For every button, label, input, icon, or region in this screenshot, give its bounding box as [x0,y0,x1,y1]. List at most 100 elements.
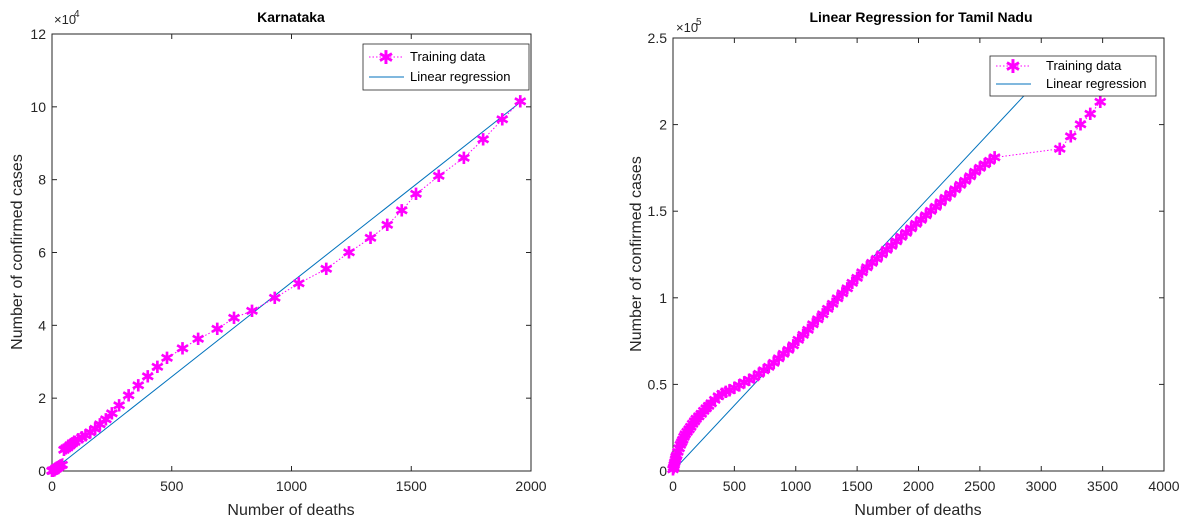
training-data-point: ✱ [689,410,703,430]
x-tick-label: 2000 [515,478,546,494]
x-tick-label: 3000 [1026,478,1057,494]
training-data-point: ✱ [747,369,761,389]
training-data-point: ✱ [682,420,696,440]
training-data-point: ✱ [57,441,71,461]
y-exponent: ×10 5 [676,17,702,35]
training-data-point: ✱ [495,111,509,131]
x-axis-label: Number of deaths [227,502,354,519]
regression-line [673,86,1034,471]
x-tick-label: 0 [48,478,56,494]
training-data-point: ✱ [99,410,113,430]
training-data-point: ✱ [363,229,377,249]
training-data-point: ✱ [55,456,69,476]
training-data-point: ✱ [47,461,61,481]
training-data-point: ✱ [47,462,61,482]
training-data-point: ✱ [409,185,423,205]
training-data-point: ✱ [1053,140,1067,160]
training-data-point: ✱ [46,462,60,482]
training-data-point: ✱ [835,285,849,305]
training-data-point: ✱ [806,316,820,336]
training-data-point: ✱ [432,167,446,187]
training-data-point: ✱ [776,345,790,365]
training-data-point: ✱ [983,152,997,172]
y-tick-label: 6 [38,245,46,261]
training-data-point: ✱ [75,429,89,449]
y-tick-label: 2 [659,117,667,133]
x-tick-label: 3500 [1087,478,1118,494]
training-data-point: ✱ [719,383,733,403]
x-tick-label: 500 [160,478,184,494]
training-data-point: ✱ [845,274,859,294]
training-data-point: ✱ [677,428,691,448]
training-data-point: ✱ [678,426,692,446]
training-data-point: ✱ [457,149,471,169]
training-data-point: ✱ [673,436,687,456]
training-data-point: ✱ [924,202,938,222]
y-tick-labels: 0 0.5 1 1.5 2 2.5 [648,30,1164,479]
training-data-point: ✱ [71,431,85,451]
y-axis-label: Number of confirmed cases [9,154,26,350]
y-axis-label: Number of confirmed cases [628,156,645,352]
training-data-point: ✱ [141,367,155,387]
y-tick-label: 4 [38,317,46,333]
legend-box [362,43,530,91]
x-tick-label: 1500 [842,478,873,494]
training-data-point: ✱ [150,358,164,378]
training-data-point: ✱ [870,250,884,270]
training-data-point: ✱ [914,211,928,231]
training-data-point: ✱ [860,259,874,279]
legend-box [989,55,1157,97]
training-data-point: ✱ [50,460,64,480]
training-data-point: ✱ [904,220,918,240]
training-data-point: ✱ [668,451,682,471]
training-data-point: ✱ [131,376,145,396]
training-data-point: ✱ [757,362,771,382]
training-data-point: ✱ [93,415,107,435]
y-exponent-base: ×10 [676,20,698,35]
training-data-point: ✱ [227,309,241,329]
chart-title: Karnataka [257,9,325,25]
legend: ✱ Training data Linear regression [362,43,530,91]
training-data-point: ✱ [395,202,409,222]
training-data-point: ✱ [476,131,490,151]
training-data-point: ✱ [1093,93,1107,113]
x-tick-label: 2000 [903,478,934,494]
training-data-point: ✱ [879,241,893,261]
x-axis-label: Number of deaths [854,502,981,519]
y-tick-labels: 0 2 4 6 8 10 12 [30,26,531,479]
training-data-point: ✱ [121,386,135,406]
training-data-point: ✱ [52,457,66,477]
training-data-point: ✱ [687,413,701,433]
training-data-point: ✱ [909,215,923,235]
training-data-point: ✱ [711,388,725,408]
training-data-point: ✱ [45,462,59,482]
training-data-point: ✱ [674,433,688,453]
training-data-point: ✱ [48,461,62,481]
training-data-point: ✱ [685,415,699,435]
training-data-point: ✱ [919,207,933,227]
training-data-point: ✱ [45,462,59,482]
y-exponent-power: 5 [696,17,702,28]
training-data-point: ✱ [268,289,282,309]
legend-training-marker: ✱ [1005,56,1021,78]
training-data-point: ✱ [953,176,967,196]
training-data-point: ✱ [65,435,79,455]
training-data-point: ✱ [943,185,957,205]
legend: ✱ Training data Linear regression [989,55,1157,97]
training-data-point: ✱ [78,426,92,446]
training-data-point: ✱ [722,382,736,402]
y-tick-label: 0 [38,463,46,479]
legend-training-marker: ✱ [378,47,394,69]
training-data-point: ✱ [59,439,73,459]
training-data-point: ✱ [1064,128,1078,148]
y-tick-label: 0 [659,463,667,479]
training-data-point: ✱ [963,168,977,188]
training-data-point: ✱ [112,396,126,416]
y-exponent-power: 4 [74,9,80,20]
x-tick-label: 1000 [780,478,811,494]
training-data-point: ✱ [958,172,972,192]
training-data-point: ✱ [53,457,67,477]
x-tick-label: 2500 [964,478,995,494]
training-data-point: ✱ [1083,105,1097,125]
y-tick-label: 0.5 [648,376,668,392]
